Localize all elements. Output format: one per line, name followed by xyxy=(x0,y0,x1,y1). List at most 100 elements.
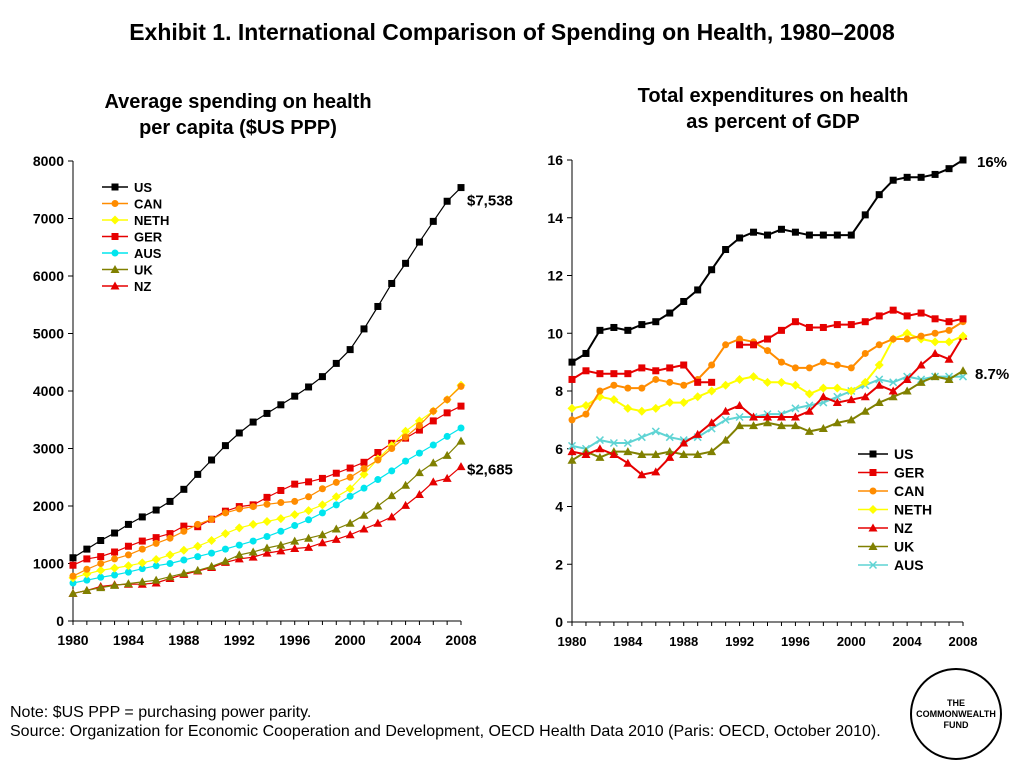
data-point-us xyxy=(443,197,451,205)
data-point-aus xyxy=(637,433,646,442)
data-point-us xyxy=(833,231,841,239)
data-point-aus xyxy=(388,467,396,475)
data-point-us xyxy=(221,442,229,450)
data-point-us xyxy=(291,392,299,400)
data-point-aus xyxy=(166,560,174,567)
data-point-neth xyxy=(193,541,203,551)
x-tick-label: 2004 xyxy=(893,634,923,649)
data-point-nz xyxy=(290,544,300,553)
data-point-neth xyxy=(96,565,106,575)
data-point-ger xyxy=(736,341,744,349)
chart-gdp-percent: Total expenditures on health as percent o… xyxy=(547,85,1009,649)
legend-label-can: CAN xyxy=(894,483,924,499)
data-point-neth xyxy=(234,523,244,533)
y-tick-label: 12 xyxy=(547,268,563,284)
data-point-nz xyxy=(763,412,772,421)
data-point-nz xyxy=(776,412,786,421)
data-point-us xyxy=(819,231,827,239)
data-point-aus xyxy=(360,484,368,492)
data-point-us xyxy=(917,173,925,181)
data-point-uk xyxy=(317,530,327,539)
data-point-aus xyxy=(194,553,202,561)
data-point-neth xyxy=(248,519,258,529)
data-point-uk xyxy=(331,524,341,533)
data-point-nz xyxy=(345,530,355,539)
data-point-uk xyxy=(359,510,369,519)
data-point-uk xyxy=(290,536,300,545)
data-point-us xyxy=(764,231,771,239)
data-point-us xyxy=(889,176,897,184)
data-point-neth xyxy=(874,360,884,370)
data-point-neth xyxy=(721,380,731,390)
data-point-can xyxy=(791,364,799,372)
data-point-uk xyxy=(735,421,745,430)
data-point-us xyxy=(722,246,730,254)
commonwealth-fund-logo: THE COMMONWEALTH FUND xyxy=(910,668,1002,760)
legend-marker-can xyxy=(869,487,877,495)
data-point-nz xyxy=(359,524,369,533)
data-point-can xyxy=(833,361,841,369)
data-point-uk xyxy=(68,588,78,597)
data-point-can xyxy=(736,335,744,343)
data-point-us xyxy=(847,231,855,239)
data-point-nz xyxy=(637,470,647,479)
data-point-us xyxy=(429,217,437,225)
legend-marker-aus xyxy=(111,249,119,257)
data-point-us xyxy=(152,506,160,514)
data-point-ger xyxy=(415,426,423,434)
data-point-can xyxy=(889,335,897,343)
data-point-aus xyxy=(623,438,632,448)
data-point-ger xyxy=(332,469,340,477)
data-point-us xyxy=(194,470,202,478)
data-point-uk xyxy=(401,480,411,489)
data-point-nz xyxy=(609,450,619,459)
data-point-can xyxy=(875,341,883,349)
data-point-nz xyxy=(888,386,898,395)
data-point-uk xyxy=(193,565,203,574)
data-point-can xyxy=(360,465,368,473)
data-point-aus xyxy=(235,541,243,549)
data-point-ger xyxy=(945,318,953,326)
data-point-can xyxy=(443,396,451,404)
data-point-aus xyxy=(305,516,313,524)
data-point-nz xyxy=(832,398,842,407)
logo-line-1: THE xyxy=(947,697,965,708)
data-point-ger xyxy=(903,312,911,320)
legend-marker-ger xyxy=(111,233,119,240)
data-point-neth xyxy=(958,331,968,341)
data-point-neth xyxy=(944,337,954,347)
y-tick-label: 10 xyxy=(547,325,563,341)
data-point-neth xyxy=(179,545,189,555)
data-point-nz xyxy=(581,450,591,459)
data-point-can xyxy=(346,473,354,481)
legend-label-nz: NZ xyxy=(894,520,913,536)
data-point-uk xyxy=(902,386,912,395)
data-point-uk xyxy=(248,547,258,556)
data-point-ger xyxy=(360,458,368,466)
data-point-ger xyxy=(889,306,897,314)
data-point-nz xyxy=(790,412,800,421)
data-point-aus xyxy=(97,573,105,581)
legend-marker-nz xyxy=(110,281,120,290)
y-tick-label: 8 xyxy=(555,383,563,399)
data-point-can xyxy=(235,505,243,513)
chart-per-capita: Average spending on health per capita ($U… xyxy=(33,91,513,648)
y-tick-label: 16 xyxy=(547,152,563,168)
data-point-us xyxy=(346,346,354,354)
data-point-us xyxy=(861,211,869,219)
x-tick-label: 1988 xyxy=(669,634,698,649)
data-point-nz xyxy=(721,406,731,415)
y-tick-label: 6 xyxy=(555,441,563,457)
x-tick-label: 1984 xyxy=(113,632,144,648)
data-point-aus xyxy=(277,527,285,535)
legend: US GER CAN NETH NZ UK AUS xyxy=(858,446,932,573)
y-tick-label: 2 xyxy=(555,556,563,572)
data-point-uk xyxy=(776,421,786,430)
data-point-ger xyxy=(666,364,674,372)
logo-line-3: FUND xyxy=(943,719,969,730)
data-point-ger xyxy=(791,318,799,326)
data-point-nz xyxy=(930,348,940,357)
y-tick-label: 5000 xyxy=(33,326,64,342)
data-point-nz xyxy=(944,354,954,363)
data-point-ger xyxy=(124,542,132,550)
